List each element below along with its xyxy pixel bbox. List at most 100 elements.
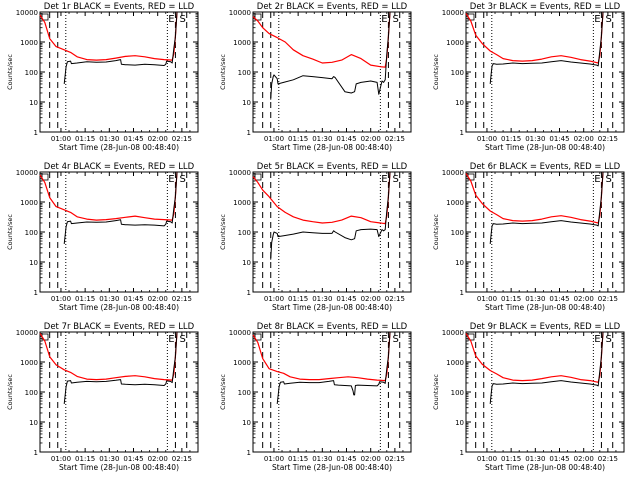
x-tick-label: 02:15 (385, 455, 405, 463)
x-tick-label: 01:45 (549, 135, 569, 143)
y-tick-label: 1 (34, 289, 38, 297)
x-tick-label: 02:15 (598, 135, 618, 143)
y-tick-label: 10 (242, 259, 251, 267)
x-tick-label: 02:00 (148, 455, 168, 463)
y-tick-label: 10000 (229, 329, 251, 337)
x-tick-label: 01:30 (99, 455, 119, 463)
x-tick-label: 02:00 (148, 135, 168, 143)
series-line-events (63, 11, 178, 84)
y-tick-label: 1000 (20, 359, 38, 367)
x-tick-label: 02:15 (598, 295, 618, 303)
y-tick-label: 100 (25, 389, 38, 397)
y-tick-label: 1 (460, 449, 464, 457)
x-tick-label: 02:15 (385, 135, 405, 143)
panel-2: Det 2r BLACK = Events, RED = LLD 1 10 100 10… (219, 2, 412, 152)
y-axis-label: Counts/sec (432, 214, 440, 250)
annotation-e: E (381, 334, 387, 345)
series-line-lld (465, 11, 604, 64)
y-tick-label: 100 (451, 229, 464, 237)
x-tick-label: 01:00 (264, 455, 284, 463)
annotation-s: S (180, 174, 186, 185)
panel-title: Det 7r BLACK = Events, RED = LLD (44, 322, 195, 332)
series-line-lld (465, 171, 604, 224)
x-tick-label: 02:15 (172, 295, 192, 303)
annotation-e: E (168, 14, 174, 25)
plot-frame (465, 331, 625, 453)
x-tick-label: 01:15 (501, 295, 521, 303)
annotation-s: S (393, 14, 399, 25)
y-axis-label: Counts/sec (219, 214, 227, 250)
series-line-lld (252, 11, 391, 68)
x-tick-label: 01:45 (336, 135, 356, 143)
x-tick-label: 01:00 (51, 135, 71, 143)
y-axis-label: Counts/sec (6, 214, 14, 250)
annotation-s: S (393, 174, 399, 185)
x-tick-label: 01:30 (525, 295, 545, 303)
y-tick-label: 10000 (229, 9, 251, 17)
panel-9: Det 9r BLACK = Events, RED = LLD 1 10 100 10… (432, 322, 625, 472)
y-tick-label: 10000 (442, 169, 464, 177)
series-line-events (276, 331, 391, 404)
x-tick-label: 02:00 (574, 455, 594, 463)
y-tick-label: 1000 (233, 199, 251, 207)
y-tick-label: 1000 (20, 199, 38, 207)
y-tick-label: 10 (242, 419, 251, 427)
y-tick-label: 100 (451, 389, 464, 397)
plot-frame (465, 11, 625, 133)
y-tick-label: 10000 (16, 169, 38, 177)
x-axis-label: Start Time (28-Jun-08 00:48:40) (485, 143, 605, 152)
y-tick-label: 1 (247, 129, 251, 137)
x-tick-label: 01:45 (549, 455, 569, 463)
y-tick-label: 1000 (446, 359, 464, 367)
annotation-e: E (381, 14, 387, 25)
annotation-s: S (606, 334, 612, 345)
y-tick-label: 10000 (229, 169, 251, 177)
panel-title: Det 2r BLACK = Events, RED = LLD (257, 2, 408, 12)
x-tick-label: 01:00 (477, 135, 497, 143)
x-tick-label: 01:00 (264, 295, 284, 303)
x-tick-label: 02:15 (598, 455, 618, 463)
x-tick-label: 01:00 (51, 455, 71, 463)
y-tick-label: 1 (460, 129, 464, 137)
panel-4: Det 4r BLACK = Events, RED = LLD 1 10 100 10… (6, 162, 199, 312)
panel-title: Det 8r BLACK = Events, RED = LLD (257, 322, 408, 332)
y-tick-label: 1000 (233, 359, 251, 367)
x-tick-label: 01:15 (288, 135, 308, 143)
panel-title: Det 1r BLACK = Events, RED = LLD (44, 2, 195, 12)
series-line-events (489, 11, 604, 84)
y-tick-label: 1 (247, 449, 251, 457)
corner-marker (254, 13, 262, 21)
x-tick-label: 01:30 (99, 135, 119, 143)
panel-1: Det 1r BLACK = Events, RED = LLD 1 10 100 10… (6, 2, 199, 152)
x-tick-label: 01:30 (312, 295, 332, 303)
annotation-s: S (393, 334, 399, 345)
panel-title: Det 6r BLACK = Events, RED = LLD (470, 162, 621, 172)
annotation-e: E (594, 14, 600, 25)
series-line-events (270, 11, 391, 100)
y-tick-label: 1000 (446, 39, 464, 47)
y-tick-label: 1 (460, 289, 464, 297)
annotation-s: S (180, 334, 186, 345)
x-tick-label: 01:45 (123, 135, 143, 143)
x-tick-label: 01:45 (336, 455, 356, 463)
series-line-events (489, 171, 604, 244)
annotation-s: S (606, 174, 612, 185)
y-axis-label: Counts/sec (6, 374, 14, 410)
y-axis-label: Counts/sec (219, 374, 227, 410)
y-tick-label: 10 (29, 419, 38, 427)
y-tick-label: 100 (238, 69, 251, 77)
y-tick-label: 10 (455, 419, 464, 427)
annotation-e: E (168, 334, 174, 345)
y-tick-label: 10000 (16, 329, 38, 337)
y-tick-label: 1 (34, 449, 38, 457)
plot-frame (252, 331, 412, 453)
plot-frame (39, 171, 199, 293)
x-tick-label: 01:45 (123, 295, 143, 303)
x-tick-label: 02:15 (385, 295, 405, 303)
x-axis-label: Start Time (28-Jun-08 00:48:40) (59, 463, 179, 472)
x-tick-label: 02:00 (574, 295, 594, 303)
x-axis-label: Start Time (28-Jun-08 00:48:40) (272, 303, 392, 312)
x-tick-label: 02:00 (148, 295, 168, 303)
x-tick-label: 01:15 (501, 135, 521, 143)
x-axis-label: Start Time (28-Jun-08 00:48:40) (272, 463, 392, 472)
